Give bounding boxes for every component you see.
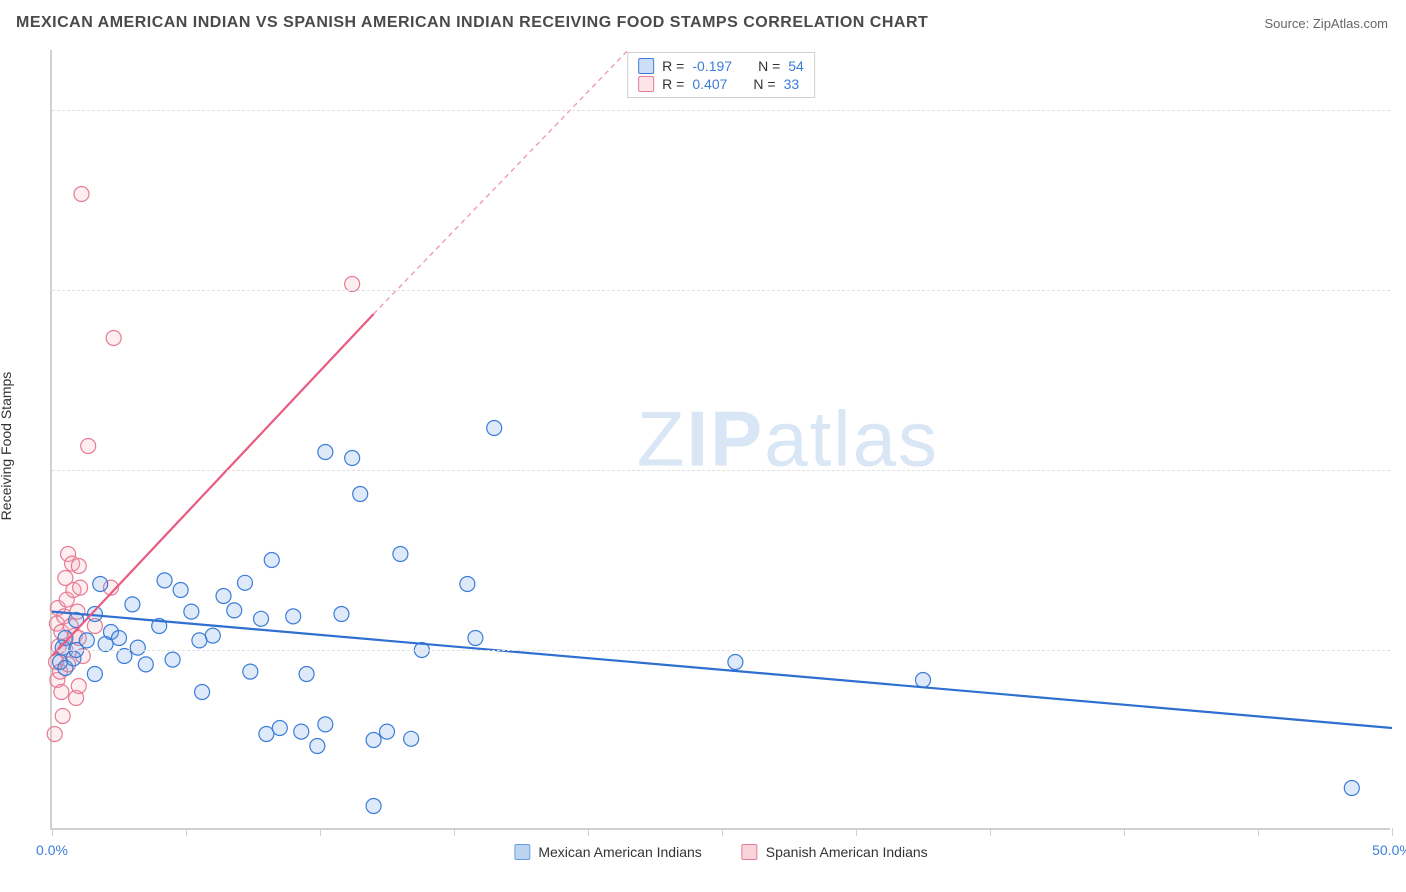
scatter-point — [93, 577, 108, 592]
scatter-point — [404, 731, 419, 746]
scatter-point — [1344, 781, 1359, 796]
xtick — [320, 828, 321, 836]
scatter-point — [87, 667, 102, 682]
legend-item-spanish: Spanish American Indians — [742, 844, 928, 860]
xtick — [1392, 828, 1393, 836]
gridline — [52, 650, 1390, 651]
gridline — [52, 470, 1390, 471]
xtick-label: 0.0% — [36, 842, 68, 858]
scatter-point — [294, 724, 309, 739]
scatter-point — [130, 640, 145, 655]
scatter-point — [916, 673, 931, 688]
scatter-point — [345, 451, 360, 466]
scatter-point — [366, 733, 381, 748]
scatter-point — [55, 709, 70, 724]
ytick-label: 45.0% — [1395, 282, 1406, 298]
scatter-point — [254, 611, 269, 626]
source-label: Source: ZipAtlas.com — [1264, 16, 1388, 31]
y-axis-label: Receiving Food Stamps — [0, 372, 14, 521]
scatter-point — [195, 685, 210, 700]
scatter-point — [237, 575, 252, 590]
scatter-point — [205, 628, 220, 643]
scatter-point — [73, 580, 88, 595]
scatter-point — [216, 589, 231, 604]
chart-title: MEXICAN AMERICAN INDIAN VS SPANISH AMERI… — [16, 14, 928, 32]
xtick — [990, 828, 991, 836]
xtick — [856, 828, 857, 836]
scatter-point — [318, 445, 333, 460]
scatter-point — [112, 631, 127, 646]
scatter-point — [728, 655, 743, 670]
xtick — [454, 828, 455, 836]
scatter-point — [165, 652, 180, 667]
stats-row-mexican: R = -0.197 N = 54 — [638, 57, 804, 75]
scatter-point — [264, 553, 279, 568]
scatter-point — [299, 667, 314, 682]
bottom-legend: Mexican American Indians Spanish America… — [514, 844, 927, 860]
scatter-point — [318, 717, 333, 732]
scatter-point — [243, 664, 258, 679]
scatter-point — [157, 573, 172, 588]
xtick — [1258, 828, 1259, 836]
scatter-point — [54, 685, 69, 700]
scatter-point — [286, 609, 301, 624]
scatter-point — [366, 799, 381, 814]
scatter-point — [259, 727, 274, 742]
scatter-point — [487, 421, 502, 436]
xtick-label: 50.0% — [1372, 842, 1406, 858]
xtick — [52, 828, 53, 836]
swatch-pink — [742, 844, 758, 860]
swatch-blue — [638, 58, 654, 74]
scatter-point — [138, 657, 153, 672]
legend-item-mexican: Mexican American Indians — [514, 844, 701, 860]
scatter-point — [227, 603, 242, 618]
scatter-point — [47, 727, 62, 742]
scatter-point — [192, 633, 207, 648]
plot-area: ZIPatlas R = -0.197 N = 54 R = 0.407 N =… — [50, 50, 1390, 830]
scatter-point — [310, 739, 325, 754]
scatter-point — [71, 559, 86, 574]
scatter-point — [184, 604, 199, 619]
ytick-label: 15.0% — [1395, 642, 1406, 658]
scatter-point — [468, 631, 483, 646]
xtick — [722, 828, 723, 836]
ytick-label: 60.0% — [1395, 102, 1406, 118]
stats-legend: R = -0.197 N = 54 R = 0.407 N = 33 — [627, 52, 815, 98]
gridline — [52, 110, 1390, 111]
scatter-point — [71, 679, 86, 694]
scatter-point — [79, 633, 94, 648]
scatter-point — [173, 583, 188, 598]
swatch-blue — [514, 844, 530, 860]
trend-line-spanish-ext — [374, 50, 629, 314]
xtick — [1124, 828, 1125, 836]
scatter-point — [81, 439, 96, 454]
scatter-point — [460, 577, 475, 592]
scatter-point — [74, 187, 89, 202]
trend-line-spanish — [52, 314, 374, 656]
ytick-label: 30.0% — [1395, 462, 1406, 478]
chart-svg — [52, 50, 1390, 828]
scatter-point — [393, 547, 408, 562]
scatter-point — [125, 597, 140, 612]
scatter-point — [353, 487, 368, 502]
stats-row-spanish: R = 0.407 N = 33 — [638, 75, 804, 93]
scatter-point — [380, 724, 395, 739]
xtick — [588, 828, 589, 836]
xtick — [186, 828, 187, 836]
swatch-pink — [638, 76, 654, 92]
scatter-point — [334, 607, 349, 622]
gridline — [52, 290, 1390, 291]
scatter-point — [272, 721, 287, 736]
scatter-point — [106, 331, 121, 346]
